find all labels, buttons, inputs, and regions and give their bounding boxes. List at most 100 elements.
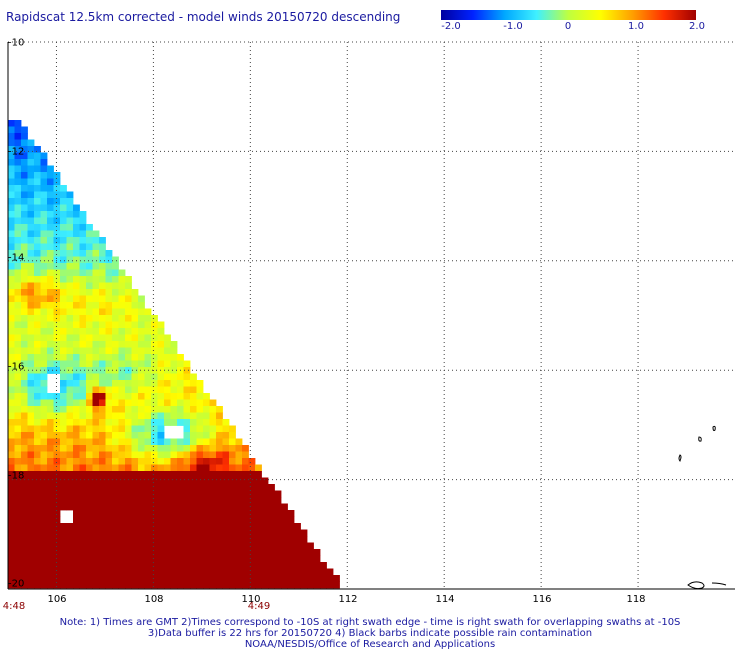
- wind-cell: [183, 536, 191, 543]
- wind-cell: [255, 471, 262, 478]
- wind-cell: [21, 289, 28, 296]
- wind-cell: [14, 373, 22, 381]
- wind-cell: [281, 529, 288, 537]
- wind-cell: [47, 406, 54, 413]
- wind-cell: [294, 529, 301, 537]
- wind-cell: [216, 438, 223, 446]
- wind-cell: [164, 347, 171, 355]
- wind-cell: [21, 243, 28, 251]
- wind-cell: [60, 211, 67, 218]
- wind-cell: [281, 568, 288, 576]
- wind-cell: [14, 419, 22, 426]
- wind-cell: [99, 549, 106, 556]
- wind-cell: [222, 555, 230, 563]
- wind-cell: [131, 477, 139, 485]
- wind-cell: [21, 152, 28, 160]
- wind-cell: [73, 490, 80, 498]
- wind-cell: [34, 263, 41, 270]
- wind-cell: [183, 542, 191, 550]
- wind-cell: [86, 477, 93, 485]
- wind-cell: [34, 172, 41, 179]
- wind-cell: [300, 568, 308, 576]
- wind-cell: [125, 555, 132, 563]
- wind-cell: [294, 549, 301, 556]
- wind-cell: [86, 334, 93, 342]
- wind-cell: [40, 445, 48, 452]
- wind-cell: [92, 334, 100, 342]
- wind-cell: [209, 451, 217, 459]
- wind-cell: [112, 263, 119, 270]
- wind-cell: [21, 172, 28, 179]
- wind-cell: [131, 432, 139, 439]
- wind-cell: [190, 536, 197, 543]
- lon-tick-label: 106: [47, 594, 67, 605]
- wind-cell: [73, 549, 80, 556]
- wind-cell: [66, 380, 74, 387]
- wind-cell: [99, 412, 106, 420]
- wind-cell: [164, 393, 171, 400]
- wind-cell: [157, 503, 165, 511]
- wind-cell: [190, 497, 197, 504]
- wind-cell: [261, 490, 269, 498]
- wind-cell: [229, 510, 236, 517]
- wind-cell: [99, 529, 106, 537]
- wind-cell: [99, 295, 106, 303]
- wind-cell: [235, 451, 243, 459]
- wind-cell: [118, 529, 126, 537]
- wind-cell: [27, 510, 35, 517]
- wind-cell: [294, 523, 301, 530]
- wind-cell: [14, 529, 22, 537]
- wind-cell: [92, 393, 100, 400]
- wind-cell: [112, 347, 119, 355]
- wind-cell: [209, 568, 217, 576]
- wind-cell: [242, 581, 249, 589]
- wind-cell: [53, 536, 61, 543]
- wind-cell: [105, 490, 113, 498]
- wind-cell: [209, 438, 217, 446]
- wind-cell: [105, 341, 113, 348]
- wind-cell: [157, 373, 165, 381]
- wind-cell: [177, 393, 184, 400]
- wind-cell: [183, 425, 191, 433]
- wind-cell: [209, 555, 217, 563]
- wind-cell: [60, 191, 67, 199]
- wind-cell: [112, 516, 119, 524]
- wind-cell: [34, 367, 41, 374]
- wind-cell: [8, 217, 15, 225]
- wind-cell: [190, 399, 197, 407]
- wind-cell: [190, 386, 197, 394]
- wind-cell: [14, 341, 22, 348]
- wind-cell: [53, 412, 61, 420]
- wind-cell: [131, 555, 139, 563]
- wind-cell: [131, 575, 139, 582]
- wind-cell: [307, 581, 314, 589]
- wind-cell: [60, 393, 67, 400]
- wind-cell: [40, 380, 48, 387]
- wind-cell: [53, 484, 61, 491]
- wind-cell: [248, 497, 256, 504]
- wind-cell: [203, 419, 210, 426]
- wind-cell: [53, 529, 61, 537]
- wind-cell: [66, 458, 74, 465]
- wind-cell: [203, 523, 210, 530]
- wind-cell: [255, 529, 262, 537]
- wind-cell: [242, 464, 249, 472]
- wind-cell: [307, 568, 314, 576]
- wind-cell: [190, 490, 197, 498]
- wind-cell: [307, 575, 314, 582]
- wind-cell: [86, 490, 93, 498]
- wind-cell: [34, 321, 41, 329]
- wind-cell: [53, 490, 61, 498]
- wind-cell: [138, 308, 145, 316]
- wind-cell: [138, 386, 145, 394]
- wind-cell: [268, 555, 275, 563]
- wind-cell: [53, 354, 61, 361]
- wind-cell: [196, 497, 204, 504]
- wind-cell: [86, 230, 93, 238]
- wind-cell: [66, 321, 74, 329]
- wind-cell: [99, 263, 106, 270]
- wind-cell: [60, 568, 67, 576]
- wind-cell: [40, 425, 48, 433]
- wind-cell: [105, 523, 113, 530]
- wind-cell: [40, 419, 48, 426]
